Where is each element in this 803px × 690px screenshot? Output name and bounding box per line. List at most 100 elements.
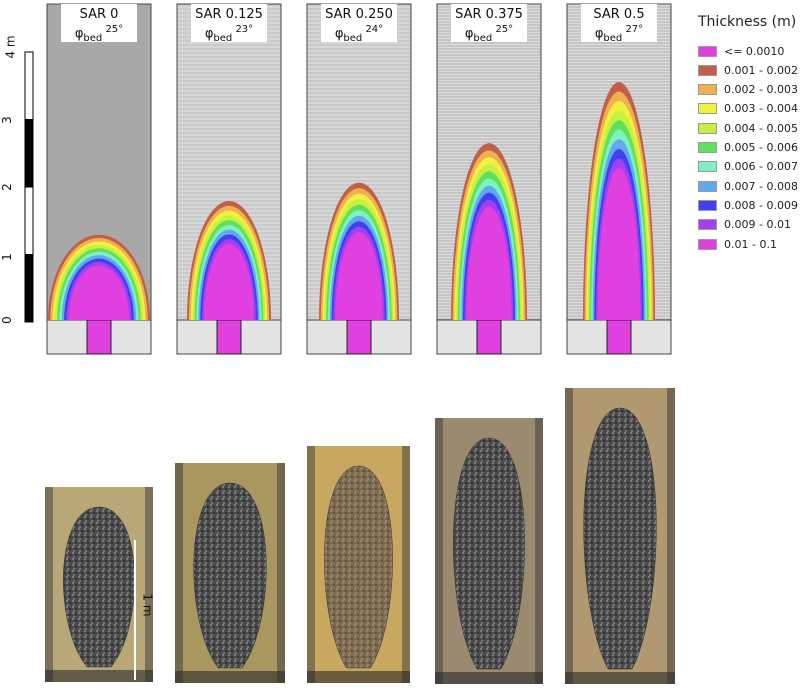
sar-label: SAR 0.5 — [593, 7, 645, 22]
photo-scale-label: 1 m — [140, 593, 155, 617]
channel-outlet — [346, 319, 372, 355]
legend-swatch — [698, 199, 717, 211]
photo-side-rail — [402, 446, 410, 683]
panel-label-box — [191, 4, 267, 42]
photo-side-rail — [535, 418, 543, 684]
sar-label: SAR 0.375 — [455, 7, 523, 22]
legend-item: <= 0.0010 — [698, 44, 784, 58]
legend-label: 0.007 - 0.008 — [724, 179, 798, 193]
phi-symbol: φ — [334, 26, 344, 42]
phi-subscript: bed — [473, 32, 493, 44]
legend-label: 0.008 - 0.009 — [724, 198, 798, 212]
scale-bar-segment — [24, 186, 34, 255]
photo-ground-strip — [565, 672, 675, 684]
phi-subscript: bed — [603, 32, 623, 44]
phi-subscript: bed — [213, 32, 233, 44]
photo-side-rail — [45, 487, 53, 682]
friction-angle-label: φbed 23° — [191, 22, 267, 46]
legend-swatch — [698, 238, 717, 250]
legend-swatch — [698, 45, 717, 57]
sar-label: SAR 0.125 — [195, 7, 263, 22]
phi-symbol: φ — [204, 26, 214, 42]
photo-side-rail — [667, 388, 675, 684]
legend-swatch — [698, 180, 717, 192]
sar-label: SAR 0 — [79, 7, 119, 22]
phi-value: 27° — [622, 24, 644, 35]
panel-label: SAR 0.5 φbed 27° — [581, 7, 657, 46]
panel-label-box — [61, 4, 137, 42]
scale-bar-segment — [24, 51, 34, 120]
legend-label: 0.001 - 0.002 — [724, 63, 798, 77]
legend-swatch — [698, 142, 717, 153]
legend-label: <= 0.0010 — [724, 44, 785, 58]
legend-swatch — [698, 84, 717, 96]
sar-label: SAR 0.250 — [325, 7, 393, 22]
friction-angle-label: φbed 25° — [451, 22, 527, 46]
legend-label: 0.005 - 0.006 — [724, 141, 798, 154]
legend-label: 0.006 - 0.007 — [724, 160, 798, 174]
phi-value: 23° — [232, 24, 254, 35]
panel-label: SAR 0 φbed 25° — [61, 7, 137, 46]
phi-value: 24° — [362, 24, 384, 35]
phi-symbol: φ — [74, 26, 84, 42]
channel-outlet — [476, 319, 502, 355]
legend-label: 0.009 - 0.01 — [724, 218, 791, 232]
photo-side-rail — [145, 487, 153, 682]
scale-unit-label: 4 m — [3, 35, 18, 59]
photo-side-rail — [175, 463, 183, 683]
photo-ground-strip — [307, 671, 410, 683]
legend-swatch — [698, 122, 717, 134]
legend-label: 0.01 - 0.1 — [724, 237, 777, 251]
legend-item: 0.005 - 0.006 — [698, 141, 798, 155]
friction-angle-label: φbed 24° — [321, 22, 397, 46]
photo-ground-strip — [175, 671, 285, 683]
channel-outlet — [86, 319, 112, 355]
legend-item: 0.002 - 0.003 — [698, 83, 798, 97]
photo-side-rail — [565, 388, 573, 684]
phi-value: 25° — [102, 24, 124, 35]
photo-side-rail — [277, 463, 285, 683]
legend-item: 0.003 - 0.004 — [698, 102, 798, 116]
scale-tick-0: 0 — [0, 316, 14, 324]
friction-angle-label: φbed 25° — [61, 22, 137, 46]
legend-swatch — [698, 219, 717, 231]
legend-label: 0.002 - 0.003 — [724, 83, 798, 97]
legend-label: 0.004 - 0.005 — [724, 121, 798, 135]
photo-side-rail — [307, 446, 315, 683]
legend-swatch — [698, 64, 717, 76]
channel-outlet — [216, 319, 242, 355]
panel-label-box — [451, 4, 527, 42]
phi-symbol: φ — [594, 26, 604, 42]
legend-item: 0.009 - 0.01 — [698, 218, 791, 232]
panel-label: SAR 0.250 φbed 24° — [321, 7, 397, 46]
scale-tick-3: 3 — [0, 116, 14, 124]
legend-item: 0.001 - 0.002 — [698, 63, 798, 77]
scale-bar-segment — [24, 119, 34, 188]
scale-bar-segment — [24, 254, 34, 323]
photo-deposit-outline — [63, 506, 135, 668]
channel-outlet — [606, 319, 632, 355]
panel-label-box — [581, 4, 657, 42]
panel-label-box — [321, 4, 397, 42]
photo-side-rail — [435, 418, 443, 684]
deposit-core — [599, 172, 639, 320]
legend-item: 0.01 - 0.1 — [698, 237, 777, 251]
photo-ground-strip — [45, 670, 153, 682]
deposit-core — [468, 210, 510, 320]
phi-subscript: bed — [343, 32, 363, 44]
photo-ground-strip — [435, 672, 543, 684]
legend-item: 0.007 - 0.008 — [698, 179, 798, 193]
legend-item: 0.008 - 0.009 — [698, 198, 798, 212]
legend-label: 0.003 - 0.004 — [724, 102, 798, 116]
deposit-core — [70, 267, 128, 320]
legend-title: Thickness (m) — [698, 14, 797, 30]
photo-deposit-outline — [453, 437, 525, 670]
legend-swatch — [698, 103, 717, 115]
legend-item: 0.004 - 0.005 — [698, 121, 798, 135]
photo-deposit-outline — [193, 482, 267, 669]
legend-item: 0.006 - 0.007 — [698, 160, 798, 174]
legend-swatch — [698, 161, 717, 173]
deposit-core — [337, 234, 381, 320]
